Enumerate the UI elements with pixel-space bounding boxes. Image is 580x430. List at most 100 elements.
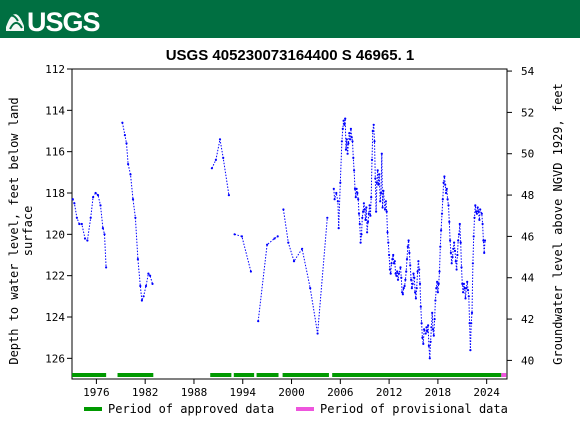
data-point (357, 212, 361, 215)
data-point (337, 227, 340, 230)
data-point (458, 222, 461, 226)
data-point (287, 241, 290, 244)
data-point (476, 206, 479, 209)
approved-period-bar (210, 373, 232, 377)
header-background (0, 0, 580, 38)
data-point (103, 233, 106, 236)
data-point (136, 258, 139, 261)
data-point (340, 140, 343, 143)
data-point (362, 202, 365, 205)
data-point (373, 140, 376, 143)
left-y-tick-label: 126 (45, 352, 65, 365)
x-axis: 1976 1982 1988 1994 2000 2006 2012 2018 2024 (83, 379, 500, 399)
data-point (483, 251, 486, 254)
data-point (147, 272, 150, 275)
data-point (422, 342, 425, 345)
approved-period-bar (256, 373, 279, 377)
data-point (80, 222, 83, 226)
data-point (218, 138, 222, 141)
data-point (351, 140, 354, 143)
data-point (353, 169, 356, 172)
data-point (344, 148, 348, 151)
data-point (273, 237, 276, 240)
usgs-header-banner: USGS (0, 0, 580, 38)
data-point (346, 152, 349, 155)
data-point (425, 326, 428, 329)
data-point (419, 305, 422, 308)
data-point (381, 206, 384, 209)
approved-period-bar (117, 373, 154, 377)
right-y-tick-label: 48 (521, 189, 534, 202)
data-point (366, 220, 370, 223)
data-point (481, 222, 484, 226)
data-point (371, 129, 374, 133)
series-line-segment (121, 122, 153, 301)
right-y-tick-label: 46 (521, 230, 534, 243)
data-point (370, 196, 373, 199)
x-tick-label: 1976 (83, 386, 110, 399)
data-point (344, 117, 347, 120)
data-point (462, 282, 465, 285)
data-point (86, 239, 89, 242)
data-point (400, 276, 403, 279)
data-point (430, 326, 433, 329)
data-point (456, 253, 459, 257)
data-point (125, 142, 128, 145)
left-y-axis-label-line-1: Depth to water level, feet below land (7, 97, 21, 364)
data-point (257, 320, 260, 323)
data-point (78, 222, 81, 226)
data-point (222, 156, 225, 159)
data-point (396, 270, 399, 273)
data-point (367, 212, 370, 215)
left-y-tick-label: 112 (45, 63, 65, 76)
data-point (341, 127, 344, 130)
data-point (383, 208, 387, 211)
data-point (366, 231, 369, 234)
data-point (332, 187, 335, 190)
data-point (399, 266, 402, 269)
series-line-segment (282, 209, 328, 334)
water-level-series (71, 117, 487, 360)
data-point (149, 274, 152, 277)
data-point (421, 336, 424, 339)
left-y-tick-label: 118 (45, 187, 65, 200)
right-y-tick-label: 40 (521, 354, 534, 367)
data-point (478, 218, 481, 221)
chart-title: USGS 405230073164400 S 46965. 1 (166, 47, 415, 64)
data-point (480, 212, 483, 215)
data-point (449, 239, 452, 242)
data-point (455, 268, 458, 271)
data-point (121, 121, 124, 124)
data-point (372, 123, 375, 126)
data-point (441, 198, 444, 201)
data-point (316, 332, 319, 335)
x-tick-label: 2012 (376, 386, 403, 399)
data-point (309, 287, 312, 290)
data-point (438, 270, 441, 273)
data-point (475, 212, 478, 215)
data-point (428, 357, 431, 360)
data-point (416, 270, 419, 273)
approved-period-bar (72, 373, 107, 377)
data-point (427, 324, 430, 327)
left-y-tick-label: 122 (45, 270, 65, 283)
data-point (301, 247, 304, 250)
data-point (467, 295, 470, 298)
right-y-tick-label: 52 (521, 106, 534, 119)
data-point (401, 293, 404, 296)
data-point (392, 253, 395, 257)
data-point (376, 169, 379, 172)
data-point (401, 291, 404, 294)
data-point (468, 322, 471, 325)
data-point (444, 183, 447, 186)
data-point (362, 210, 365, 213)
data-point (411, 282, 414, 285)
data-point (482, 239, 485, 242)
data-point (99, 204, 102, 207)
data-point (348, 132, 351, 135)
data-point (466, 280, 469, 283)
data-point (410, 287, 413, 290)
data-point (432, 334, 435, 337)
data-point (450, 262, 453, 265)
data-point (462, 291, 465, 294)
